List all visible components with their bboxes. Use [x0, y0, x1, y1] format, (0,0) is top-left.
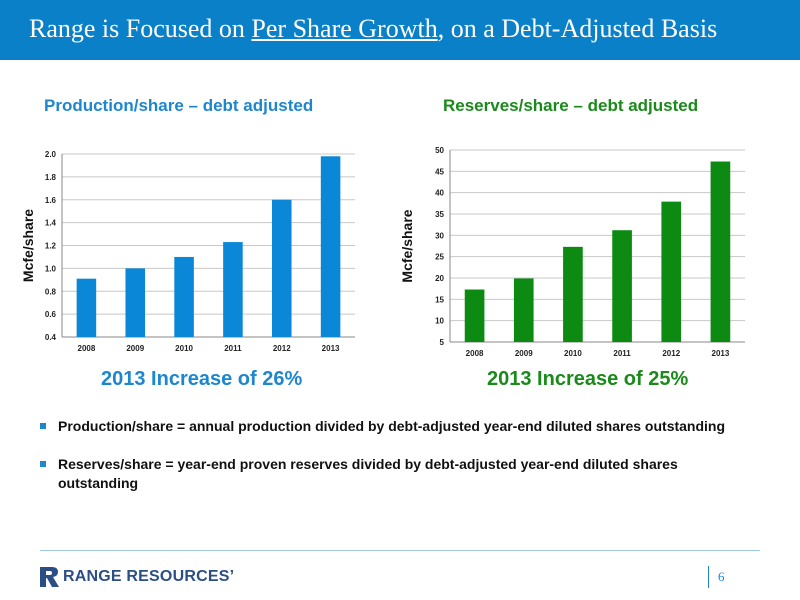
x-tick-label: 2008	[78, 344, 96, 353]
y-axis-label: Mcfe/share	[20, 209, 36, 282]
range-r-logo-icon	[40, 567, 59, 587]
page-number: 6	[718, 569, 725, 584]
y-axis-label: Mcfe/share	[399, 209, 415, 282]
y-tick-label: 10	[435, 317, 444, 326]
y-tick-label: 0.8	[45, 287, 57, 296]
y-tick-label: 35	[435, 210, 444, 219]
y-tick-label: 20	[435, 274, 444, 283]
title-prefix: Range is Focused on	[29, 14, 252, 43]
bar-2008	[76, 278, 97, 337]
y-tick-label: 0.4	[45, 333, 57, 342]
reserves-increase-note: 2013 Increase of 25%	[487, 368, 689, 390]
page-number-divider	[708, 566, 709, 588]
bar-2013	[710, 161, 731, 342]
y-tick-label: 0.6	[45, 310, 57, 319]
bar-2013	[320, 156, 341, 337]
logo-wordmark: RANGE RESOURCES’	[63, 568, 235, 585]
y-tick-label: 1.2	[45, 242, 57, 251]
x-tick-label: 2009	[126, 344, 144, 353]
reserves-chart-title: Reserves/share – debt adjusted	[443, 96, 699, 115]
x-tick-label: 2011	[224, 344, 242, 353]
x-tick-label: 2012	[662, 349, 680, 358]
y-tick-label: 1.4	[45, 219, 57, 228]
y-tick-label: 15	[435, 295, 444, 304]
bar-2011	[223, 242, 243, 337]
x-tick-label: 2012	[273, 344, 291, 353]
bar-2009	[513, 278, 534, 342]
bullet-square-icon	[40, 461, 46, 467]
production-chart-title: Production/share – debt adjusted	[44, 96, 314, 115]
x-tick-label: 2010	[175, 344, 193, 353]
y-tick-label: 1.0	[45, 264, 57, 273]
bar-2012	[271, 199, 292, 337]
bullet-text: Reserves/share = year-end proven reserve…	[58, 456, 678, 491]
y-tick-label: 1.8	[45, 173, 57, 182]
y-tick-label: 45	[435, 167, 444, 176]
bullet-item: Reserves/share = year-end proven reserve…	[40, 455, 760, 493]
bar-2010	[563, 246, 583, 342]
x-tick-label: 2010	[564, 349, 582, 358]
bullet-square-icon	[40, 423, 46, 429]
x-tick-label: 2009	[515, 349, 533, 358]
y-tick-label: 25	[435, 253, 444, 262]
bullet-text: Production/share = annual production div…	[58, 418, 726, 434]
bar-2009	[125, 268, 146, 337]
x-tick-label: 2013	[322, 344, 340, 353]
y-tick-label: 30	[435, 231, 444, 240]
production-increase-note: 2013 Increase of 26%	[101, 368, 303, 390]
slide-header: Range is Focused on Per Share Growth, on…	[0, 0, 800, 60]
y-tick-label: 2.0	[45, 150, 57, 159]
y-tick-label: 40	[435, 189, 444, 198]
y-tick-label: 5	[440, 338, 445, 347]
title-suffix: , on a Debt-Adjusted Basis	[437, 14, 718, 43]
footer-divider	[40, 550, 760, 551]
bullet-item: Production/share = annual production div…	[40, 417, 760, 436]
production-chart: 0.4 0.6 0.8 1.0 1.2 1.4 1.6 1.8 2.0 2008 2009 2010 2…	[20, 150, 355, 353]
x-tick-label: 2011	[613, 349, 631, 358]
bar-2011	[612, 230, 632, 342]
definitions-list: Production/share = annual production div…	[40, 417, 760, 512]
bar-2012	[661, 201, 682, 342]
slide-title: Range is Focused on Per Share Growth, on…	[29, 14, 717, 44]
y-tick-label: 50	[435, 146, 444, 155]
x-tick-label: 2008	[466, 349, 484, 358]
bar-2010	[174, 256, 194, 337]
bar-2008	[464, 289, 485, 342]
x-tick-label: 2013	[712, 349, 730, 358]
title-underlined: Per Share Growth	[251, 14, 438, 43]
y-tick-label: 1.6	[45, 196, 57, 205]
reserves-chart: 5 10 15 20 25 30 35 40 45 50 2008 2009 2010 2011 2012 2…	[399, 146, 745, 358]
